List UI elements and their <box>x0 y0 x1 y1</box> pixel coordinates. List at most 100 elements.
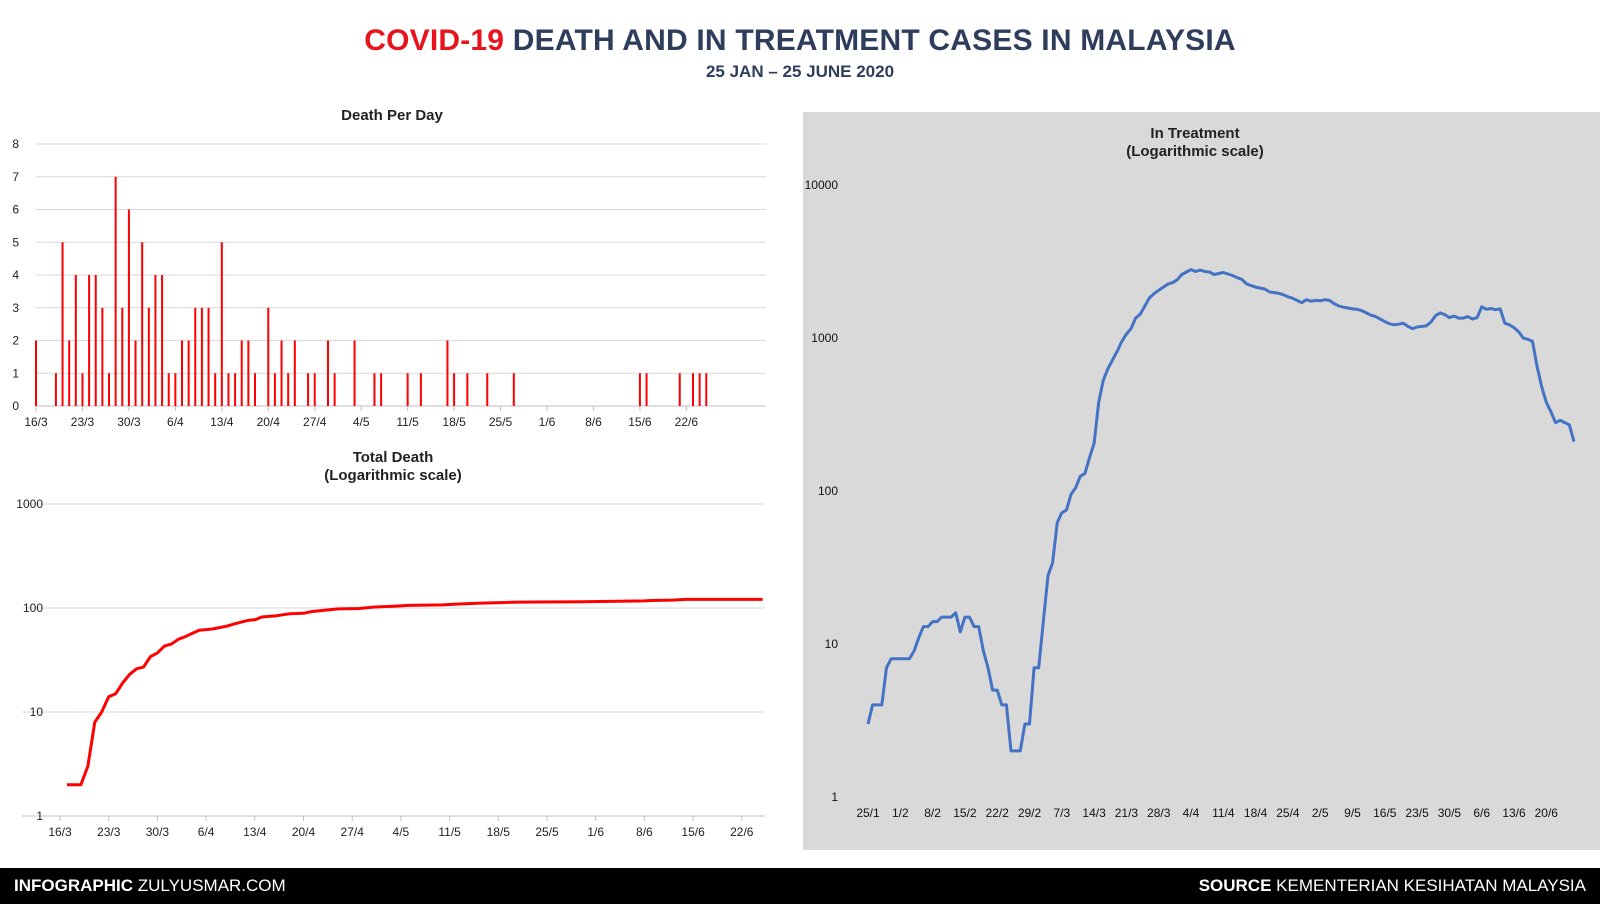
death-per-day-chart: Death Per Day 0 1 2 3 4 5 6 7 8 16/3 23/3 30/3 6/4 13/… <box>12 107 766 429</box>
bar <box>692 373 694 406</box>
bar <box>240 340 243 406</box>
title-rest: DEATH AND IN TREATMENT CASES IN MALAYSIA <box>504 24 1236 57</box>
bar <box>273 373 276 406</box>
x-tick-label: 4/5 <box>353 415 370 429</box>
bar <box>234 373 237 406</box>
footer-source-label: SOURCE <box>1198 876 1272 895</box>
bar <box>287 373 290 406</box>
bar <box>81 373 84 406</box>
x-tick-label: 11/4 <box>1212 806 1235 820</box>
x-tick-label: 18/5 <box>487 825 511 839</box>
bar <box>466 373 469 406</box>
chart-title: Death Per Day <box>341 107 443 124</box>
x-tick-label: 8/2 <box>924 806 941 820</box>
x-tick-label: 13/4 <box>243 825 267 839</box>
x-tick-label: 28/3 <box>1147 806 1171 820</box>
bar <box>280 340 283 406</box>
chart-title: In Treatment <box>1150 125 1239 142</box>
bar <box>134 340 137 406</box>
bar <box>313 373 316 406</box>
bar <box>174 373 177 406</box>
x-tick-label: 20/4 <box>257 415 281 429</box>
bar <box>94 275 97 406</box>
x-tick-label: 22/6 <box>730 825 754 839</box>
x-tick-label: 16/3 <box>24 415 48 429</box>
total-death-line <box>67 597 763 787</box>
bar <box>200 307 203 406</box>
y-tick-label: 7 <box>12 170 19 184</box>
bar <box>307 373 310 406</box>
footer-credit-label: INFOGRAPHIC <box>14 876 133 895</box>
y-tick-label: 1 <box>12 366 19 380</box>
bar <box>446 340 449 406</box>
y-tick-label: 10 <box>30 705 44 719</box>
x-tick-label: 1/6 <box>539 415 556 429</box>
y-tick-label: 1 <box>831 790 838 804</box>
x-tick-label: 22/2 <box>986 806 1010 820</box>
bar <box>161 275 164 406</box>
x-tick-label: 9/5 <box>1344 806 1361 820</box>
x-tick-label: 16/3 <box>48 825 72 839</box>
y-tick-label: 10 <box>825 637 839 651</box>
bar <box>645 373 648 406</box>
x-tick-label: 8/6 <box>636 825 653 839</box>
bar <box>406 373 409 406</box>
bar <box>638 373 641 406</box>
x-tick-label: 20/4 <box>292 825 316 839</box>
x-tick-label: 25/5 <box>535 825 559 839</box>
in-treatment-panel <box>803 112 1600 850</box>
bar <box>108 373 110 406</box>
bar <box>167 373 170 406</box>
y-tick-label: 0 <box>12 399 19 413</box>
y-tick-label: 1000 <box>16 497 43 511</box>
footer-credit: INFOGRAPHIC ZULYUSMAR.COM <box>14 876 286 896</box>
x-tick-label: 30/3 <box>146 825 170 839</box>
y-tick-label: 1 <box>36 809 43 823</box>
bar <box>127 209 130 406</box>
bar <box>181 340 183 406</box>
page-title: COVID-19 DEATH AND IN TREATMENT CASES IN… <box>0 24 1600 58</box>
x-tick-label: 25/4 <box>1276 806 1300 820</box>
bar <box>227 373 230 406</box>
x-tick-label: 11/5 <box>438 825 461 839</box>
x-tick-label: 6/6 <box>1473 806 1490 820</box>
bar <box>486 373 489 406</box>
bar <box>453 373 456 406</box>
bar <box>194 307 197 406</box>
bar <box>61 242 64 406</box>
x-tick-label: 22/6 <box>675 415 699 429</box>
x-tick-label: 16/5 <box>1373 806 1397 820</box>
bar <box>68 340 71 406</box>
bar <box>419 373 422 406</box>
bar <box>147 307 150 406</box>
total-death-chart: Total Death(Logarithmic scale) 1 10 100 1000… <box>16 449 765 839</box>
chart-title: Total Death <box>353 449 434 466</box>
x-tick-label: 8/6 <box>585 415 602 429</box>
bar <box>267 307 270 406</box>
bar <box>121 307 124 406</box>
x-tick-label: 21/3 <box>1115 806 1139 820</box>
bar <box>353 340 356 406</box>
bar <box>35 340 37 406</box>
header: COVID-19 DEATH AND IN TREATMENT CASES IN… <box>0 24 1600 82</box>
in-treatment-line <box>866 268 1576 753</box>
bar <box>293 340 296 406</box>
y-tick-label: 100 <box>818 484 838 498</box>
x-tick-label: 27/4 <box>303 415 327 429</box>
chart-title-line-1: (Logarithmic scale) <box>1126 143 1264 160</box>
x-tick-label: 1/6 <box>587 825 604 839</box>
footer-bar: INFOGRAPHIC ZULYUSMAR.COM SOURCE KEMENTE… <box>0 868 1600 904</box>
y-tick-label: 10000 <box>805 178 839 192</box>
bar <box>214 373 217 406</box>
x-tick-label: 6/4 <box>167 415 184 429</box>
bar <box>373 373 376 406</box>
bar <box>88 275 91 406</box>
footer-credit-value: ZULYUSMAR.COM <box>133 876 286 895</box>
bar <box>207 307 210 406</box>
x-tick-label: 29/2 <box>1018 806 1042 820</box>
x-tick-label: 15/6 <box>681 825 705 839</box>
x-tick-label: 20/6 <box>1535 806 1559 820</box>
y-tick-label: 3 <box>12 301 19 315</box>
y-tick-label: 5 <box>12 235 19 249</box>
x-tick-label: 23/3 <box>71 415 95 429</box>
